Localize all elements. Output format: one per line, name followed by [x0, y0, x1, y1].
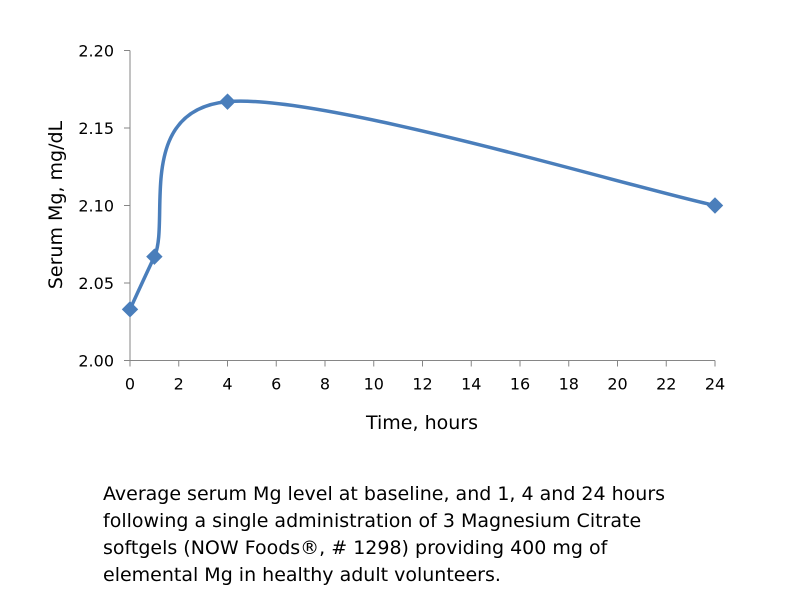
x-tick-label: 14 [461, 375, 481, 394]
x-axis-label: Time, hours [365, 412, 478, 434]
x-tick-label: 24 [705, 375, 725, 394]
x-tick-label: 20 [607, 375, 627, 394]
line-chart: 2.002.052.102.152.200 2 4 6 8 10 12 14 16 18 20 22 2… [45, 42, 725, 435]
x-tick-label: 10 [364, 375, 384, 394]
caption-line: Average serum Mg level at baseline, and … [103, 483, 666, 505]
figure-caption: Average serum Mg level at baseline, and … [103, 481, 743, 589]
x-tick-label: 16 [510, 375, 530, 394]
x-tick-label: 12 [412, 375, 432, 394]
x-tick-label: 2 [174, 375, 184, 394]
x-tick-label: 8 [320, 375, 330, 394]
data-point-marker [219, 93, 236, 110]
data-point-marker [706, 197, 724, 214]
y-tick-label: 2.05 [78, 274, 114, 293]
data-point-marker [121, 301, 139, 318]
y-tick-label: 2.10 [78, 197, 114, 216]
caption-line: softgels (NOW Foods®, # 1298) providing … [103, 537, 608, 559]
y-axis-label: Serum Mg, mg/dL [45, 120, 67, 289]
x-tick-label: 4 [222, 375, 232, 394]
caption-line: following a single administration of 3 M… [103, 510, 642, 532]
x-tick-label: 6 [271, 375, 281, 394]
x-tick-label: 22 [656, 375, 676, 394]
y-tick-label: 2.20 [78, 42, 114, 61]
x-tick-label: 0 [125, 375, 135, 394]
x-tick-label: 18 [559, 375, 579, 394]
y-tick-label: 2.15 [78, 119, 114, 138]
y-tick-label: 2.00 [78, 352, 114, 371]
caption-line: elemental Mg in healthy adult volunteers… [103, 564, 501, 586]
series-line [128, 99, 717, 312]
data-point-marker [146, 248, 163, 265]
